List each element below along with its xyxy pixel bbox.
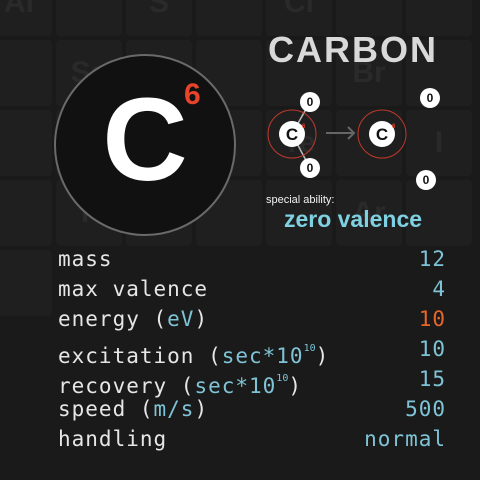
stat-value: 10 bbox=[418, 337, 446, 361]
special-ability-name: zero valence bbox=[283, 206, 423, 232]
element-symbol: C bbox=[102, 74, 188, 206]
background-element-cell bbox=[56, 0, 122, 36]
stat-value: 15 bbox=[418, 367, 446, 391]
atomic-number: 6 bbox=[184, 78, 201, 111]
element-name: CARBON bbox=[268, 29, 438, 70]
after-atom-ring bbox=[357, 109, 407, 159]
background-element-cell bbox=[0, 40, 52, 106]
stat-label: recovery (sec*1010) bbox=[58, 373, 302, 398]
before-neighbor-bottom-label: 0 bbox=[307, 161, 314, 175]
background-element-cell bbox=[336, 0, 402, 36]
stat-unit: eV bbox=[167, 307, 195, 331]
stat-row-handling: handling normal bbox=[58, 424, 446, 454]
background-element-cell: Ar bbox=[336, 180, 402, 246]
before-neighbor-top-label: 0 bbox=[307, 95, 314, 109]
background-element-cell bbox=[266, 180, 332, 246]
background-element-cell bbox=[406, 180, 472, 246]
after-atom-number: 6 bbox=[392, 124, 396, 130]
stat-unit-exponent: 10 bbox=[303, 343, 316, 354]
stat-label: excitation (sec*1010) bbox=[58, 343, 330, 368]
transition-arrow-icon bbox=[326, 126, 356, 140]
stat-row-energy: energy (eV) 10 bbox=[58, 304, 446, 334]
stat-value: 500 bbox=[405, 397, 446, 421]
stat-row-max-valence: max valence 4 bbox=[58, 274, 446, 304]
stat-unit: sec*10 bbox=[221, 344, 304, 368]
background-element-cell bbox=[0, 250, 52, 316]
after-neighbor-top-label: 0 bbox=[427, 91, 434, 105]
stat-row-excitation: excitation (sec*1010) 10 bbox=[58, 334, 446, 368]
stat-value: 10 bbox=[418, 307, 446, 331]
before-atom-ring bbox=[267, 109, 317, 159]
stat-row-recovery: recovery (sec*1010) 15 bbox=[58, 364, 446, 398]
stat-value: 4 bbox=[432, 277, 446, 301]
stat-unit: m/s bbox=[153, 397, 195, 421]
background-element-cell: Cl bbox=[266, 0, 332, 36]
background-element-cell: I bbox=[406, 110, 472, 176]
after-neighbor-bottom-label: 0 bbox=[423, 173, 430, 187]
background-element-cell bbox=[0, 110, 52, 176]
stat-row-mass: mass 12 bbox=[58, 244, 446, 274]
background-element-cell: Al bbox=[0, 0, 52, 36]
stat-unit-exponent: 10 bbox=[276, 373, 289, 384]
special-ability-caption: special ability: bbox=[266, 194, 335, 206]
before-atom bbox=[279, 121, 305, 147]
before-atom-number: 6 bbox=[302, 124, 306, 130]
stat-label: speed (m/s) bbox=[58, 397, 209, 421]
stat-value: 12 bbox=[418, 247, 446, 271]
stats-table: mass 12 max valence 4 energy (eV) 10 exc… bbox=[58, 244, 446, 454]
stat-value: normal bbox=[364, 427, 446, 451]
background-element-cell: S bbox=[126, 0, 192, 36]
background-element-cell bbox=[406, 0, 472, 36]
background-element-cell bbox=[196, 0, 262, 36]
background-element-cell bbox=[0, 180, 52, 246]
before-neighbor-bottom bbox=[300, 158, 320, 178]
before-neighbor-top bbox=[300, 92, 320, 112]
after-atom bbox=[369, 121, 395, 147]
stat-label: max valence bbox=[58, 277, 209, 301]
background-element-cell bbox=[266, 40, 332, 106]
after-atom-symbol: C bbox=[376, 125, 388, 144]
after-neighbor-bottom bbox=[416, 170, 436, 190]
after-neighbor-top bbox=[420, 88, 440, 108]
stat-unit: sec*10 bbox=[194, 374, 277, 398]
before-atom-symbol: C bbox=[286, 125, 298, 144]
special-ability-diagram: C 6 0 0 C 6 0 0 bbox=[267, 88, 440, 190]
stat-row-speed: speed (m/s) 500 bbox=[58, 394, 446, 424]
stat-label: handling bbox=[58, 427, 168, 451]
stat-label: mass bbox=[58, 247, 113, 271]
background-element-cell: Br bbox=[336, 40, 402, 106]
element-disc: C 6 bbox=[54, 54, 236, 236]
stat-label: energy (eV) bbox=[58, 307, 209, 331]
